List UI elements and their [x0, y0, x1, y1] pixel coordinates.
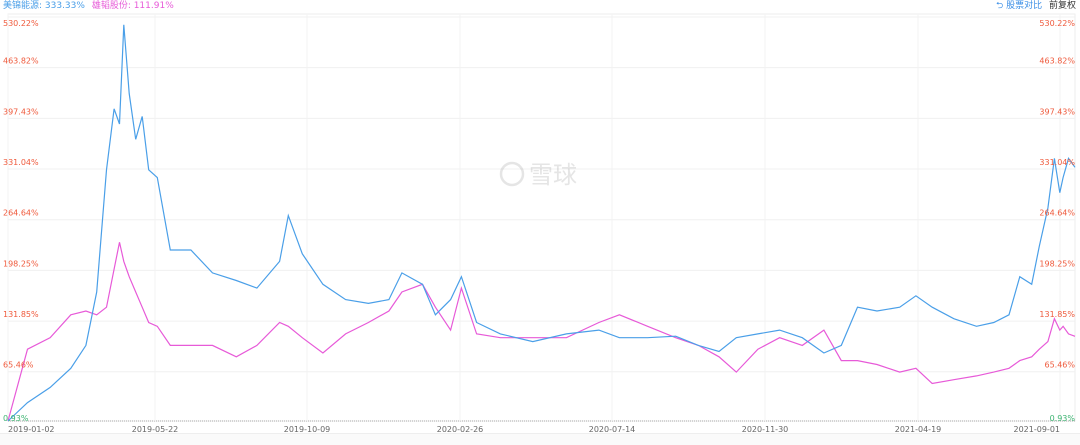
- y-tick-label-left: 65.46%: [3, 361, 34, 370]
- y-tick-label-right: 65.46%: [1044, 361, 1075, 370]
- x-tick-label: 2019-10-09: [284, 425, 331, 433]
- range-navigator[interactable]: [0, 433, 1080, 445]
- y-tick-label-left: 331.04%: [3, 158, 39, 167]
- watermark-text: 雪球: [529, 161, 577, 189]
- x-tick-label: 2021-09-01: [1014, 425, 1061, 433]
- x-tick-label: 2020-11-30: [742, 425, 789, 433]
- x-tick-label: 2019-05-22: [132, 425, 179, 433]
- y-tick-label-left: 530.22%: [3, 19, 39, 28]
- chart-controls: ⮌ 股票对比 前复权: [996, 1, 1076, 12]
- x-tick-label: 2021-04-19: [895, 425, 942, 433]
- compare-icon: ⮌: [996, 1, 1007, 11]
- x-tick-label: 2020-07-14: [589, 425, 636, 433]
- y-tick-label-right: 0.93%: [1050, 414, 1076, 423]
- line-chart: 雪球 530.22% 530.22% 463.82% 463.82% 397.43% 39…: [3, 13, 1076, 433]
- y-tick-label-left: 264.64%: [3, 209, 39, 218]
- legend-series-2: 雄韬股份: 111.91%: [91, 1, 174, 11]
- x-axis-ticks: 2019-01-02 2019-05-22 2019-10-09 2020-02-26…: [8, 425, 1060, 433]
- y-tick-label-left: 198.25%: [3, 259, 39, 268]
- y-tick-label-right: 463.82%: [1039, 57, 1075, 66]
- y-axis-ticks: 530.22% 530.22% 463.82% 463.82% 397.43% 397.4…: [3, 19, 1075, 423]
- watermark-logo: 雪球: [499, 161, 577, 189]
- adjust-button[interactable]: 前复权: [1048, 1, 1076, 11]
- grid: [7, 13, 1076, 422]
- plot-frame: [7, 13, 1076, 422]
- y-tick-label-right: 397.43%: [1039, 107, 1075, 116]
- y-tick-label-right: 530.22%: [1039, 19, 1075, 28]
- y-tick-label-left: 463.82%: [3, 57, 39, 66]
- y-tick-label-right: 131.85%: [1039, 310, 1075, 319]
- y-tick-label-left: 131.85%: [3, 310, 39, 319]
- series-lines: [7, 24, 1076, 422]
- y-tick-label-left: 0.93%: [3, 414, 29, 423]
- legend: 美锦能源: 333.33% 雄韬股份: 111.91%: [3, 1, 178, 12]
- x-tick-label: 2019-01-02: [8, 425, 55, 433]
- stock-compare-button[interactable]: ⮌ 股票对比: [996, 1, 1042, 11]
- y-tick-label-right: 198.25%: [1039, 259, 1075, 268]
- series-line-1: [7, 24, 1076, 422]
- legend-series-1: 美锦能源: 333.33%: [3, 1, 85, 11]
- series-line-2: [7, 242, 1076, 422]
- compare-label: 股票对比: [1006, 1, 1043, 11]
- x-tick-label: 2020-02-26: [437, 425, 484, 433]
- y-tick-label-right: 331.04%: [1039, 158, 1075, 167]
- y-tick-label-right: 264.64%: [1039, 209, 1075, 218]
- y-tick-label-left: 397.43%: [3, 107, 39, 116]
